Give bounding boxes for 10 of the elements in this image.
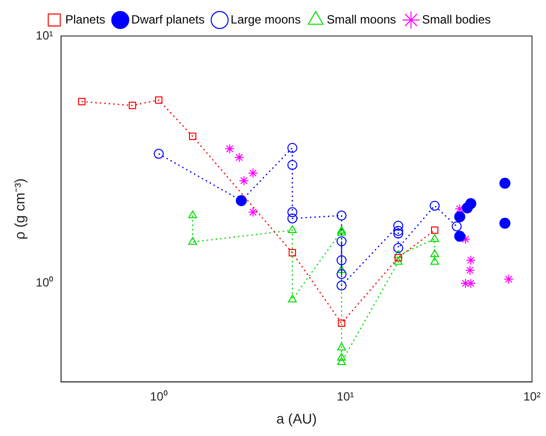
legend-label: Small bodies	[422, 12, 491, 26]
x-tick-label: 10²	[523, 389, 541, 404]
legend-label: Small moons	[326, 12, 396, 26]
x-tick-label: 10¹	[336, 389, 354, 404]
x-axis-title: a (AU)	[276, 410, 317, 426]
legend-label: Planets	[65, 12, 106, 26]
legend-label: Large moons	[230, 12, 301, 26]
y-axis-title: ρ (g cm⁻³)	[11, 178, 28, 240]
legend-label: Dwarf planets	[131, 12, 205, 26]
x-tick-label: 10⁰	[150, 389, 168, 404]
